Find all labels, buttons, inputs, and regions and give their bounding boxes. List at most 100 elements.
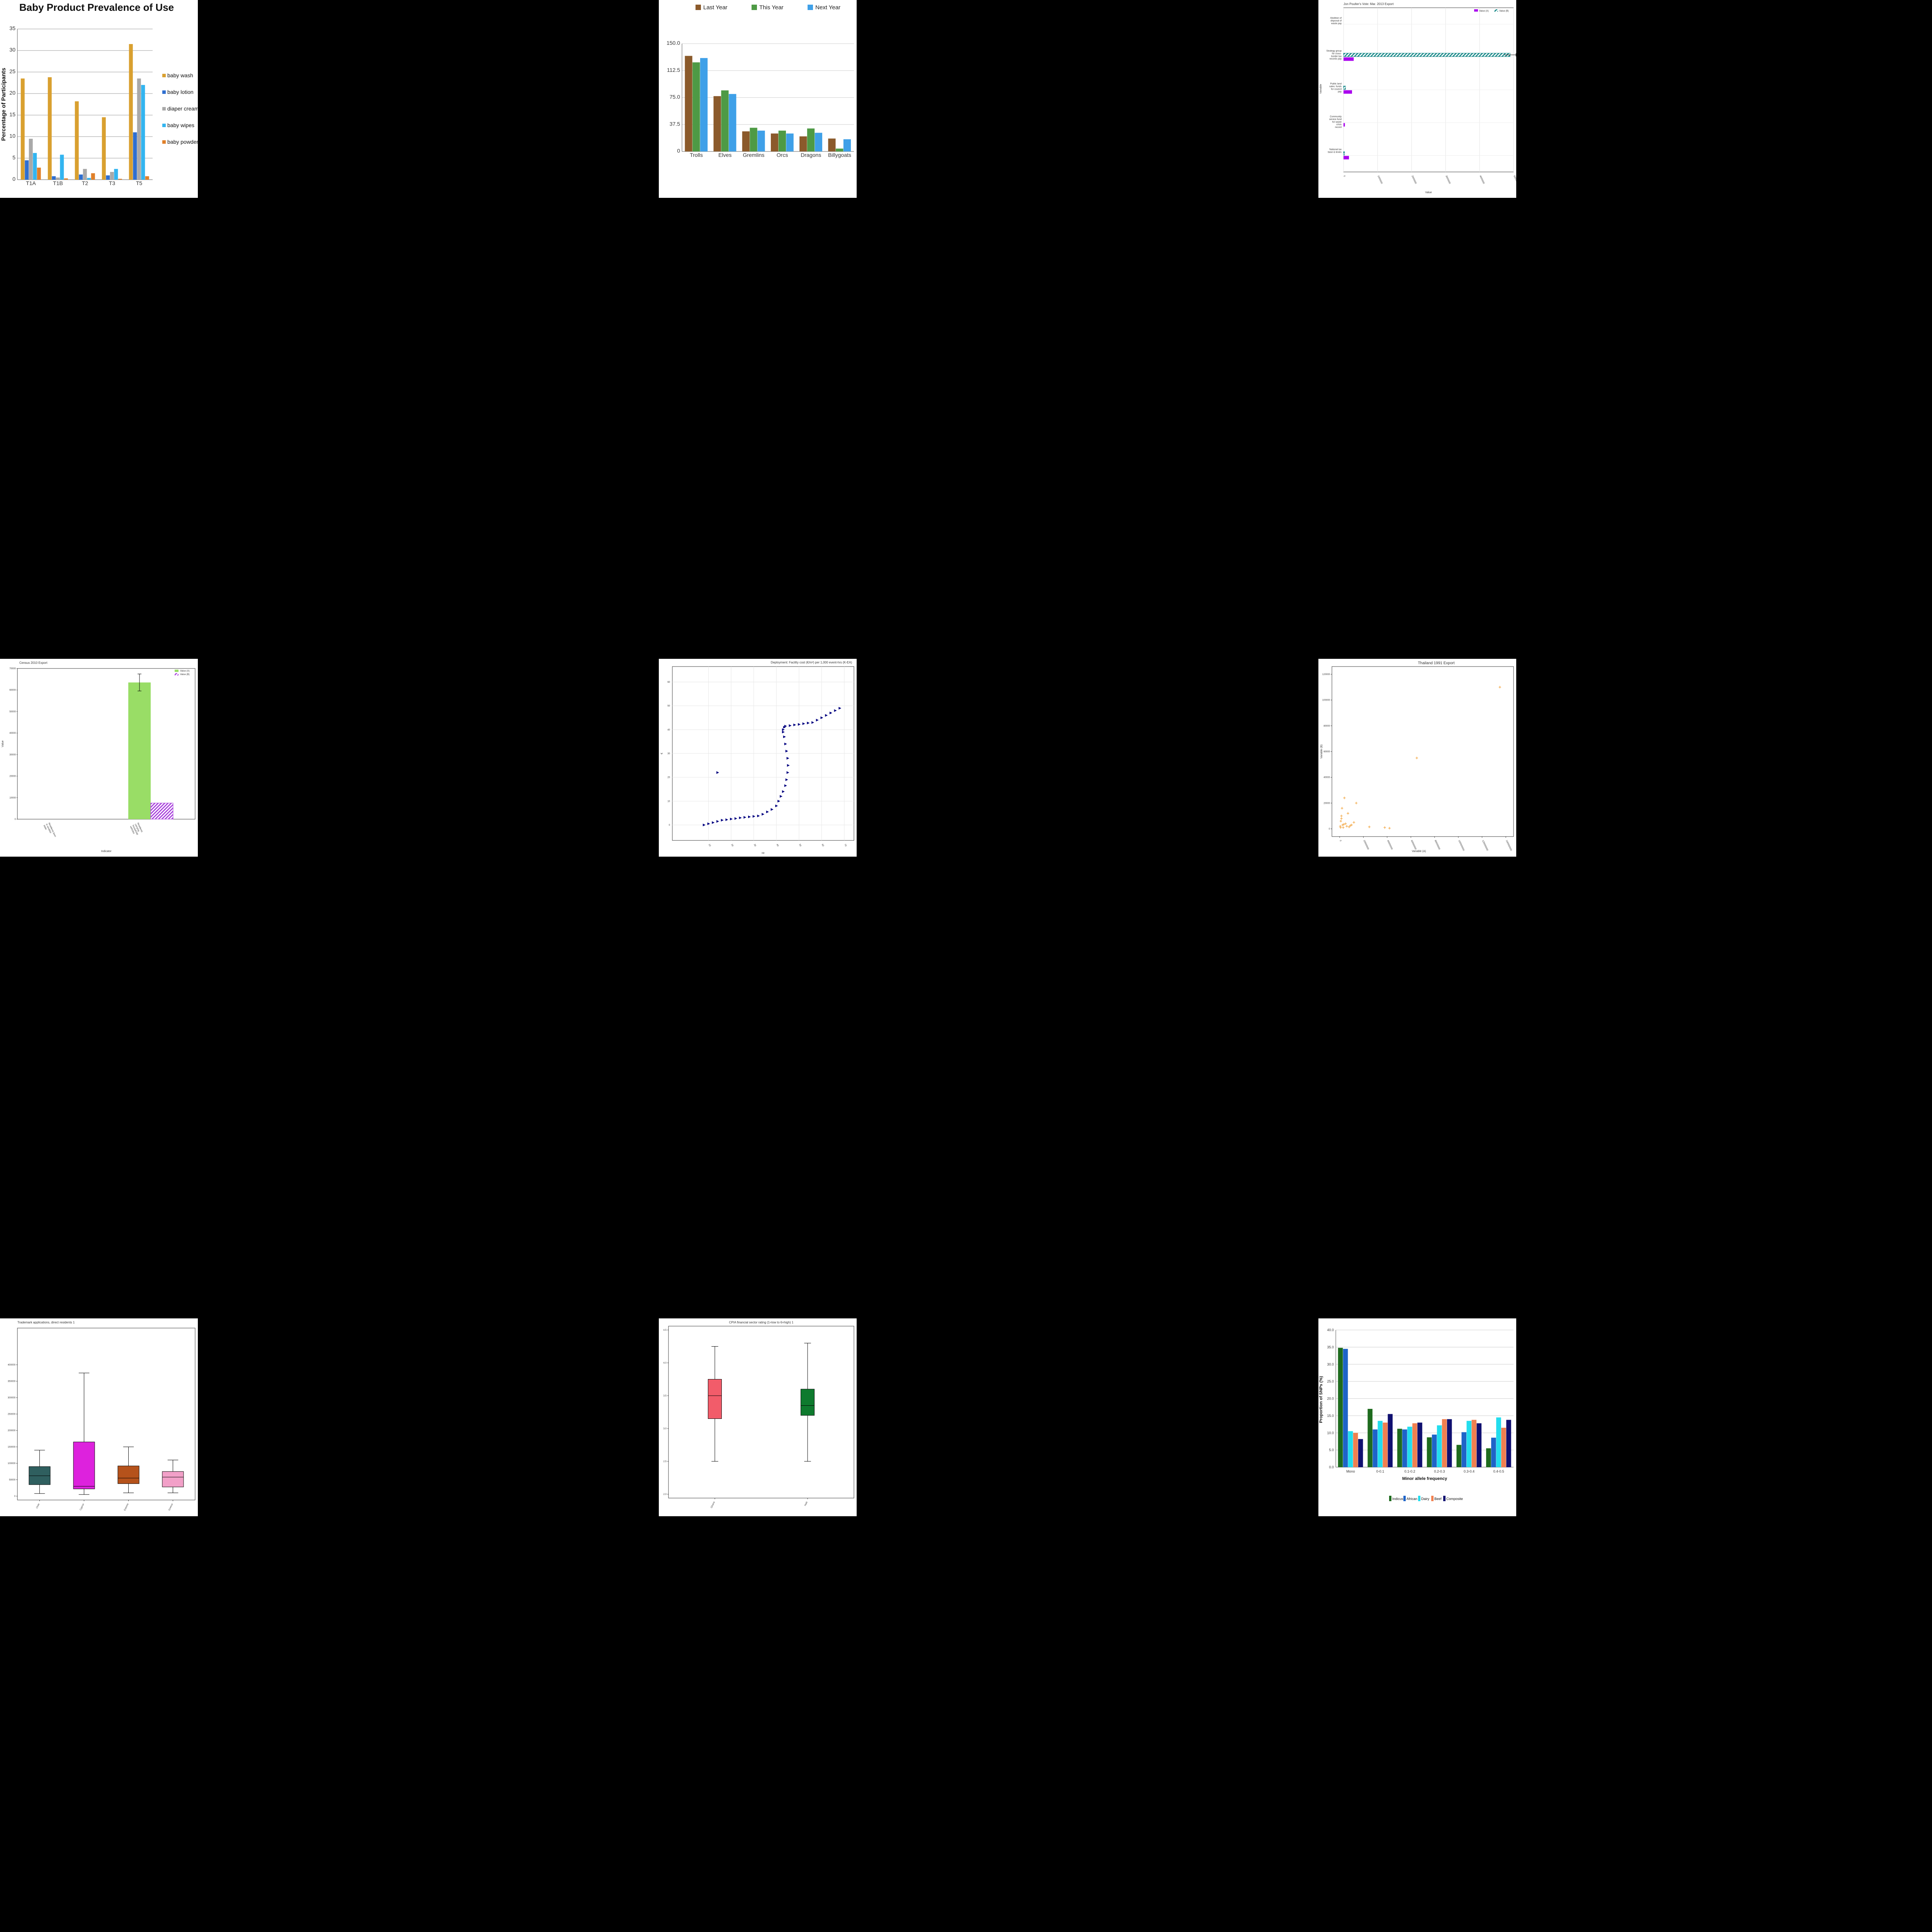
- x-axis-label: Variable (A): [1412, 850, 1426, 853]
- y-tick-label: 0: [677, 148, 680, 154]
- data-point: [770, 808, 774, 811]
- y-tick-label: 5: [12, 154, 15, 160]
- bar: [1427, 1437, 1432, 1467]
- y-axis-label: €: [661, 753, 663, 754]
- x-tick-label: Dragons: [801, 152, 821, 158]
- x-tick-label: T5: [136, 180, 143, 186]
- x-axis-label: Minor allele frequency: [1402, 1476, 1447, 1481]
- data-point: [1338, 825, 1342, 828]
- data-point: [777, 799, 781, 803]
- data-point: [786, 757, 789, 760]
- x-tick-label: 0-0.1: [1376, 1469, 1384, 1473]
- legend-swatch: [1431, 1496, 1434, 1501]
- y-tick-label: 300000: [8, 1397, 16, 1399]
- bar: [1501, 1427, 1506, 1467]
- bar: [729, 94, 736, 151]
- bar: [700, 58, 708, 151]
- y-tick-label: Community service fund for waste crisis reco…: [1329, 116, 1342, 129]
- data-point: [1344, 822, 1347, 825]
- x-tick-label: 60000000: [1410, 840, 1417, 850]
- bar: [786, 133, 794, 151]
- y-tick-label: 5.0: [1329, 1448, 1334, 1452]
- y-tick-label: 80000: [1323, 725, 1330, 727]
- x-tick-label: 20000000: [1363, 840, 1369, 850]
- legend-swatch: [1443, 1496, 1446, 1501]
- bar: [75, 101, 79, 180]
- bar: [1378, 1421, 1383, 1467]
- y-tick-label: 10: [9, 133, 15, 139]
- legend-swatch: [1403, 1496, 1406, 1501]
- data-point: [721, 819, 724, 822]
- data-point: [702, 823, 706, 827]
- data-point: [802, 722, 805, 725]
- y-tick-label: 75.0: [670, 94, 680, 100]
- y-tick-label: 40000: [1323, 777, 1330, 779]
- data-point: [1339, 826, 1342, 829]
- y-tick-label: 15.0: [1327, 1414, 1334, 1418]
- bar: [106, 175, 110, 180]
- bar: [52, 176, 56, 180]
- x-tick-label: 5000000: [1513, 175, 1516, 184]
- chart-svg: Deployment: Facility cost (€/m²) per 1,0…: [661, 661, 854, 855]
- data-point: [825, 714, 828, 717]
- y-tick-label: 40.0: [1327, 1328, 1334, 1332]
- y-tick-label: 0: [15, 818, 16, 821]
- data-point: [782, 790, 785, 793]
- bar: [1367, 1409, 1372, 1467]
- y-tick-label: 25: [9, 68, 15, 74]
- bar: [1506, 1420, 1511, 1467]
- legend-swatch: [175, 670, 179, 672]
- y-tick-label: 100000: [1322, 699, 1330, 702]
- y-tick-label: 20: [667, 777, 670, 779]
- data-point: [1340, 817, 1343, 820]
- x-tick-label: T3: [109, 180, 116, 186]
- legend-swatch: [162, 124, 166, 127]
- y-tick-label: 150000: [8, 1446, 16, 1449]
- legend-label: Next Year: [815, 4, 840, 11]
- bar: [114, 169, 118, 180]
- bar: [60, 155, 64, 180]
- bar: [742, 131, 750, 151]
- legend-swatch: [696, 5, 701, 10]
- y-tick-label: 0: [12, 176, 15, 182]
- y-axis-label: Percentage of Participants: [0, 68, 7, 141]
- legend-label: Value (B): [1499, 10, 1509, 12]
- chart-title: Jon Poulter's Vote: Mar. 2013 Export: [1344, 2, 1394, 6]
- x-tick-label: 70: [844, 844, 847, 847]
- y-tick-label: 30: [667, 753, 670, 755]
- x-tick-label: 0.4-0.5: [1493, 1469, 1504, 1473]
- bar: [1358, 1439, 1363, 1467]
- x-tick-label: 3000000: [1445, 175, 1451, 184]
- bar: [141, 85, 145, 180]
- bar: [1344, 156, 1349, 160]
- x-tick-label: Trolls: [690, 152, 703, 158]
- data-point: [1355, 801, 1358, 805]
- data-point: [734, 817, 737, 820]
- bar: [1383, 1422, 1388, 1467]
- y-tick-label: 10: [667, 800, 670, 803]
- bar: [1344, 57, 1354, 61]
- data-point: [1498, 685, 1502, 689]
- legend-label: Last Year: [703, 4, 728, 11]
- y-tick-label: 30.0: [1327, 1362, 1334, 1366]
- data-point: [743, 816, 747, 819]
- bar: [1372, 1429, 1378, 1467]
- bar: [721, 90, 729, 151]
- y-tick-label: 250000: [8, 1413, 16, 1416]
- x-tick-label: 0.2-0.3: [1434, 1469, 1445, 1473]
- chart-title: Thailand 1991 Export: [1418, 661, 1454, 665]
- legend-label: baby lotion: [167, 89, 194, 95]
- chart-title: Deployment: Facility cost (€/m²) per 1,0…: [771, 661, 852, 664]
- bar: [129, 44, 133, 180]
- bar: [1417, 1422, 1422, 1467]
- y-tick-label: 50: [667, 705, 670, 707]
- legend-swatch: [162, 140, 166, 144]
- chart-panel-deployment: Deployment: Facility cost (€/m²) per 1,0…: [659, 659, 857, 857]
- x-tick-label: Orcs: [777, 152, 788, 158]
- data-point: [784, 784, 787, 787]
- x-tick-label: 0.3-0.4: [1464, 1469, 1475, 1473]
- y-tick-label: 200000: [8, 1430, 16, 1432]
- bar: [137, 78, 141, 180]
- x-tick-label: 0.1-0.2: [1405, 1469, 1415, 1473]
- legend-label: This Year: [759, 4, 784, 11]
